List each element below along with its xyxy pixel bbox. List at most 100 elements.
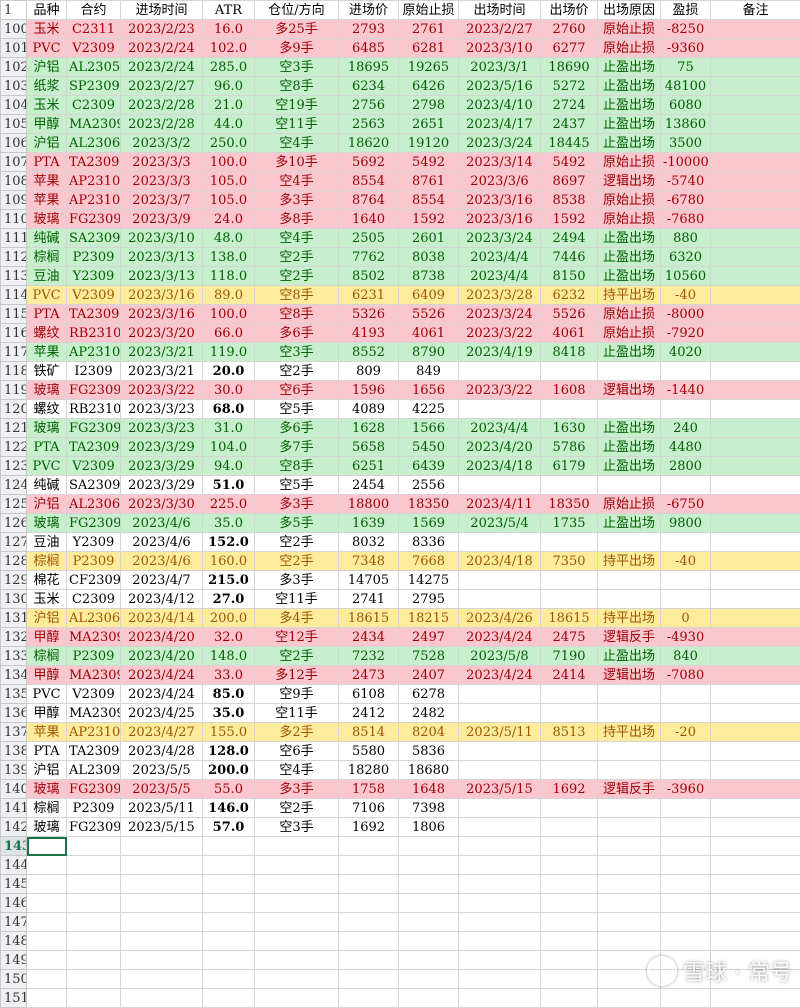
cell-exit-price[interactable]: 7350 <box>541 552 598 571</box>
cell-contract[interactable]: AL2306 <box>67 609 121 628</box>
cell-position[interactable]: 空2手 <box>255 552 339 571</box>
cell-pnl[interactable] <box>661 571 711 590</box>
cell-entry-price[interactable]: 1640 <box>339 210 399 229</box>
row-number[interactable]: 125 <box>1 495 27 514</box>
cell-contract[interactable]: AP2310 <box>67 723 121 742</box>
cell-entry-time[interactable]: 2023/3/20 <box>121 324 203 343</box>
empty-cell[interactable] <box>598 837 661 856</box>
cell-exit-time[interactable]: 2023/5/15 <box>459 780 541 799</box>
cell-stop-loss[interactable]: 2482 <box>399 704 459 723</box>
empty-cell[interactable] <box>459 875 541 894</box>
row-number[interactable]: 149 <box>1 951 27 970</box>
empty-cell[interactable] <box>27 932 67 951</box>
cell-exit-reason[interactable]: 原始止损 <box>598 495 661 514</box>
cell-exit-time[interactable]: 2023/4/24 <box>459 628 541 647</box>
cell-position[interactable]: 多12手 <box>255 666 339 685</box>
cell-contract[interactable]: AL2306 <box>67 134 121 153</box>
cell-pnl[interactable]: -1440 <box>661 381 711 400</box>
cell-entry-price[interactable]: 5326 <box>339 305 399 324</box>
cell-pnl[interactable]: -10000 <box>661 153 711 172</box>
cell-contract[interactable]: C2309 <box>67 96 121 115</box>
row-number[interactable]: 129 <box>1 571 27 590</box>
row-number[interactable]: 134 <box>1 666 27 685</box>
cell-contract[interactable]: MA2309 <box>67 704 121 723</box>
empty-cell[interactable] <box>399 894 459 913</box>
empty-cell[interactable] <box>121 837 203 856</box>
empty-cell[interactable] <box>399 932 459 951</box>
cell-contract[interactable]: TA2309 <box>67 742 121 761</box>
cell-contract[interactable]: P2309 <box>67 647 121 666</box>
cell-entry-price[interactable]: 8764 <box>339 191 399 210</box>
cell-position[interactable]: 空5手 <box>255 476 339 495</box>
cell-entry-price[interactable]: 2741 <box>339 590 399 609</box>
empty-cell[interactable] <box>27 875 67 894</box>
cell-position[interactable]: 多3手 <box>255 495 339 514</box>
empty-cell[interactable] <box>661 856 711 875</box>
empty-cell[interactable] <box>203 989 255 1008</box>
cell-exit-reason[interactable] <box>598 818 661 837</box>
cell-stop-loss[interactable]: 18680 <box>399 761 459 780</box>
cell-notes[interactable] <box>711 647 800 666</box>
cell-atr[interactable]: 27.0 <box>203 590 255 609</box>
cell-exit-price[interactable]: 1692 <box>541 780 598 799</box>
cell-atr[interactable]: 200.0 <box>203 609 255 628</box>
cell-contract[interactable]: Y2309 <box>67 267 121 286</box>
cell-exit-time[interactable]: 2023/5/8 <box>459 647 541 666</box>
cell-exit-reason[interactable]: 逻辑反手 <box>598 628 661 647</box>
cell-entry-time[interactable]: 2023/3/7 <box>121 191 203 210</box>
row-number[interactable]: 117 <box>1 343 27 362</box>
cell-variety[interactable]: PTA <box>27 153 67 172</box>
cell-entry-time[interactable]: 2023/4/12 <box>121 590 203 609</box>
cell-contract[interactable]: SP2309 <box>67 77 121 96</box>
cell-entry-time[interactable]: 2023/3/21 <box>121 362 203 381</box>
empty-cell[interactable] <box>598 856 661 875</box>
cell-entry-time[interactable]: 2023/4/6 <box>121 514 203 533</box>
cell-variety[interactable]: 苹果 <box>27 343 67 362</box>
header-cell-stop-loss[interactable]: 原始止损 <box>399 1 459 20</box>
cell-pnl[interactable]: 13860 <box>661 115 711 134</box>
cell-pnl[interactable] <box>661 761 711 780</box>
row-number[interactable]: 133 <box>1 647 27 666</box>
cell-entry-price[interactable]: 7762 <box>339 248 399 267</box>
cell-exit-reason[interactable]: 止盈出场 <box>598 419 661 438</box>
cell-contract[interactable]: FG2309 <box>67 210 121 229</box>
empty-cell[interactable] <box>541 894 598 913</box>
cell-atr[interactable]: 148.0 <box>203 647 255 666</box>
empty-cell[interactable] <box>203 875 255 894</box>
cell-exit-reason[interactable] <box>598 571 661 590</box>
cell-notes[interactable] <box>711 685 800 704</box>
cell-contract[interactable]: TA2309 <box>67 153 121 172</box>
empty-cell[interactable] <box>255 837 339 856</box>
header-cell-pnl[interactable]: 盈损 <box>661 1 711 20</box>
cell-exit-reason[interactable]: 止盈出场 <box>598 343 661 362</box>
cell-position[interactable]: 多3手 <box>255 571 339 590</box>
row-number[interactable]: 146 <box>1 894 27 913</box>
cell-variety[interactable]: 玻璃 <box>27 780 67 799</box>
cell-entry-time[interactable]: 2023/5/5 <box>121 761 203 780</box>
cell-exit-reason[interactable]: 原始止损 <box>598 153 661 172</box>
cell-exit-price[interactable]: 18350 <box>541 495 598 514</box>
cell-contract[interactable]: AP2310 <box>67 172 121 191</box>
cell-exit-time[interactable] <box>459 742 541 761</box>
cell-exit-price[interactable]: 5786 <box>541 438 598 457</box>
empty-cell[interactable] <box>67 913 121 932</box>
cell-atr[interactable]: 119.0 <box>203 343 255 362</box>
cell-exit-time[interactable] <box>459 685 541 704</box>
cell-entry-time[interactable]: 2023/3/29 <box>121 457 203 476</box>
cell-entry-price[interactable]: 18800 <box>339 495 399 514</box>
cell-variety[interactable]: 苹果 <box>27 172 67 191</box>
empty-cell[interactable] <box>203 837 255 856</box>
cell-exit-price[interactable]: 6277 <box>541 39 598 58</box>
cell-contract[interactable]: C2309 <box>67 590 121 609</box>
cell-position[interactable]: 空8手 <box>255 305 339 324</box>
cell-exit-price[interactable]: 5492 <box>541 153 598 172</box>
cell-variety[interactable]: 玻璃 <box>27 419 67 438</box>
cell-exit-reason[interactable]: 原始止损 <box>598 324 661 343</box>
cell-stop-loss[interactable]: 1566 <box>399 419 459 438</box>
cell-entry-price[interactable]: 2563 <box>339 115 399 134</box>
cell-atr[interactable]: 32.0 <box>203 628 255 647</box>
empty-cell[interactable] <box>661 989 711 1008</box>
cell-entry-time[interactable]: 2023/4/24 <box>121 685 203 704</box>
empty-cell[interactable] <box>541 951 598 970</box>
cell-entry-price[interactable]: 5692 <box>339 153 399 172</box>
